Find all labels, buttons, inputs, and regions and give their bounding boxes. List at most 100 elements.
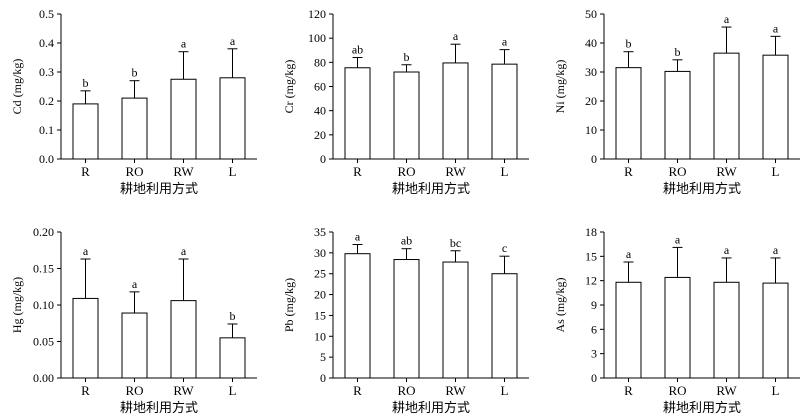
bar-RO	[664, 276, 691, 379]
significance-letter: a	[83, 244, 89, 258]
significance-letter: ab	[352, 43, 363, 57]
bar-RW	[170, 300, 197, 379]
y-tick-label: 5	[320, 350, 326, 364]
x-axis-title: 耕地利用方式	[392, 181, 470, 197]
significance-letter: a	[355, 230, 361, 244]
x-axis-title: 耕地利用方式	[120, 181, 198, 197]
y-tick-label: 20	[314, 288, 326, 302]
significance-letter: ab	[401, 234, 412, 248]
y-tick-label: 0.1	[39, 123, 54, 137]
chart-panel-5: 0 5 10 15 20 25 30 35 a Rab RO bc RW c L Pb (mg/kg) 耕地利用…	[282, 225, 529, 416]
y-tick-label: 40	[314, 104, 326, 118]
y-tick-label: 30	[585, 65, 597, 79]
chart-panel-3: 0 10 20 30 40 50 b Rb RO a RW a L Ni (mg/kg) 耕地利用方式	[553, 7, 800, 197]
significance-letter: a	[453, 29, 459, 43]
category-label: RO	[125, 383, 143, 398]
y-tick-label: 6	[591, 322, 597, 336]
y-tick-label: 0.00	[33, 371, 54, 385]
category-label: RO	[668, 164, 686, 179]
y-tick-label: 35	[314, 225, 326, 239]
category-label: L	[229, 164, 237, 179]
bar-RO	[393, 259, 420, 379]
bar-RO	[121, 97, 148, 160]
category-label: RO	[668, 383, 686, 398]
bar-L	[762, 282, 789, 379]
bar-L	[219, 337, 246, 379]
x-axis-title: 耕地利用方式	[120, 400, 198, 416]
bar-RW	[713, 281, 740, 379]
significance-letter: a	[773, 21, 779, 35]
category-label: R	[624, 164, 633, 179]
chart-panel-4: 0.00 0.05 0.10 0.15 0.20 a Ra RO a RW b L Hg (mg/kg)…	[10, 225, 257, 416]
y-tick-label: 120	[308, 7, 326, 21]
bar-RO	[393, 71, 420, 160]
category-label: L	[501, 383, 509, 398]
y-tick-label: 3	[591, 347, 597, 361]
category-label: R	[353, 383, 362, 398]
significance-letter: a	[724, 12, 730, 26]
category-label: RO	[397, 383, 415, 398]
category-label: RW	[445, 164, 466, 179]
y-tick-label: 0.5	[39, 7, 54, 21]
y-tick-label: 0.20	[33, 225, 54, 239]
y-tick-label: 20	[314, 128, 326, 142]
significance-letter: a	[181, 37, 187, 51]
y-tick-label: 0	[591, 371, 597, 385]
y-tick-label: 0.0	[39, 152, 54, 166]
bar-R	[615, 67, 642, 160]
significance-letter: a	[502, 35, 508, 49]
significance-letter: bc	[450, 236, 461, 250]
significance-letter: a	[132, 277, 138, 291]
y-tick-label: 15	[314, 308, 326, 322]
bar-RO	[664, 70, 691, 160]
significance-letter: b	[132, 66, 138, 80]
y-tick-label: 12	[585, 274, 597, 288]
y-tick-label: 0.05	[33, 335, 54, 349]
y-axis-title: Hg (mg/kg)	[10, 277, 24, 333]
y-axis-title: Ni (mg/kg)	[553, 60, 567, 114]
chart-panel-6: 0 3 6 9 12 15 18 a Ra RO a RW a L As (mg/kg) 耕地利用方式	[553, 225, 800, 416]
category-label: RW	[173, 164, 194, 179]
y-axis-title: Cr (mg/kg)	[282, 60, 296, 114]
y-tick-label: 0.3	[39, 65, 54, 79]
bar-L	[491, 273, 518, 379]
y-tick-label: 30	[314, 246, 326, 260]
significance-letter: b	[230, 309, 236, 323]
category-label: RW	[173, 383, 194, 398]
category-label: RO	[397, 164, 415, 179]
category-label: R	[81, 383, 90, 398]
significance-letter: c	[502, 241, 507, 255]
bar-RW	[442, 62, 469, 160]
significance-letter: a	[724, 243, 730, 257]
y-tick-label: 10	[585, 123, 597, 137]
significance-letter: b	[675, 45, 681, 59]
y-tick-label: 20	[585, 94, 597, 108]
y-tick-label: 10	[314, 329, 326, 343]
bar-R	[615, 281, 642, 379]
y-axis-title: As (mg/kg)	[553, 278, 567, 333]
significance-letter: b	[626, 37, 632, 51]
bar-RW	[442, 261, 469, 379]
category-label: RO	[125, 164, 143, 179]
bar-R	[72, 103, 99, 160]
significance-letter: a	[675, 232, 681, 246]
bar-R	[344, 253, 371, 379]
y-tick-label: 50	[585, 7, 597, 21]
y-tick-label: 18	[585, 225, 597, 239]
y-tick-label: 0	[591, 152, 597, 166]
category-label: RW	[445, 383, 466, 398]
y-tick-label: 0.10	[33, 298, 54, 312]
category-label: L	[229, 383, 237, 398]
y-tick-label: 0.2	[39, 94, 54, 108]
y-axis-title: Cd (mg/kg)	[10, 59, 24, 115]
x-axis-title: 耕地利用方式	[392, 400, 470, 416]
bar-L	[219, 77, 246, 160]
significance-letter: a	[773, 243, 779, 257]
y-tick-label: 0	[320, 371, 326, 385]
category-label: RW	[716, 164, 737, 179]
y-tick-label: 40	[585, 36, 597, 50]
category-label: L	[772, 383, 780, 398]
significance-letter: a	[626, 247, 632, 261]
x-axis-title: 耕地利用方式	[663, 400, 741, 416]
